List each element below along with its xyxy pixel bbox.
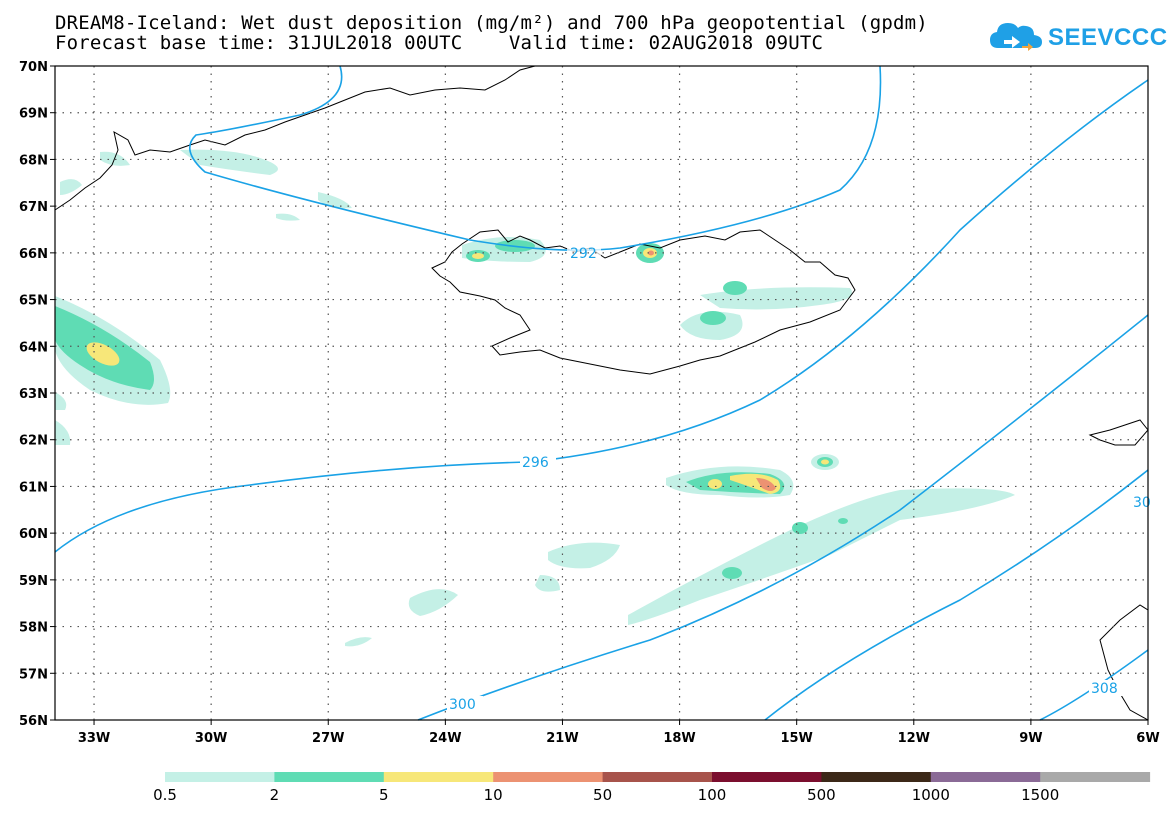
dust-area-iceland-south-core <box>700 311 726 325</box>
dust-area-iceland-east <box>700 287 852 310</box>
iceland-coast <box>431 229 856 375</box>
legend-swatch <box>930 772 1041 782</box>
contour-label-300: 300 <box>449 697 476 713</box>
legend-label: 500 <box>807 786 836 804</box>
contour-labels: 292 296 300 308 30 <box>447 245 1151 713</box>
dust-area-iceland-south <box>680 311 743 340</box>
dust-area-band-core1 <box>792 522 808 534</box>
legend-swatch <box>274 772 385 782</box>
map-frame <box>54 65 1149 721</box>
legend-label: 1500 <box>1021 786 1059 804</box>
legend-swatch <box>1040 772 1151 782</box>
tick-label-lat: 67N <box>19 200 48 215</box>
tick-label-lat: 65N <box>19 294 48 309</box>
legend-label: 50 <box>593 786 612 804</box>
contour-292 <box>188 65 882 252</box>
dust-area-strait <box>180 149 278 175</box>
tick-label-lon: 24W <box>429 731 461 746</box>
tick-label-lon: 18W <box>663 731 695 746</box>
tick-label-lon: 12W <box>898 731 930 746</box>
legend-swatch <box>493 772 604 782</box>
tick-label-lat: 69N <box>19 107 48 122</box>
legend-label: 1000 <box>912 786 950 804</box>
dust-area-south-west2 <box>345 637 372 647</box>
dust-area-south-west <box>408 589 458 616</box>
dust-area-south-small-yellow <box>708 479 722 489</box>
tick-label-lat: 63N <box>19 387 48 402</box>
legend-label: 5 <box>379 786 389 804</box>
legend-label: 0.5 <box>153 786 177 804</box>
tick-label-lon: 9W <box>1019 731 1042 746</box>
contour-300 <box>417 314 1149 721</box>
tick-label-lon: 15W <box>780 731 812 746</box>
tick-label-lat: 68N <box>19 153 48 168</box>
dust-area-iceland-n-top <box>648 250 654 256</box>
dust-area-greenland <box>60 151 130 195</box>
legend-swatch <box>821 772 932 782</box>
legend-swatch <box>602 772 713 782</box>
legend-label: 100 <box>698 786 727 804</box>
contour-inner <box>1039 649 1149 721</box>
tick-label-lat: 64N <box>19 340 48 355</box>
contour-label-296: 296 <box>522 455 549 471</box>
tick-label-lat: 61N <box>19 480 48 495</box>
tick-label-lat: 66N <box>19 247 48 262</box>
map-title: DREAM8-Iceland: Wet dust deposition (mg/… <box>55 12 928 34</box>
dust-area-iceland-east-core <box>723 281 747 295</box>
tick-label-lon: 21W <box>546 731 578 746</box>
tick-label-lat: 56N <box>19 714 48 729</box>
contour-label-308: 308 <box>1091 681 1118 697</box>
greenland-coast <box>54 65 536 211</box>
dust-area-south-main-orange <box>756 478 776 491</box>
contour-label-30: 30 <box>1133 495 1151 511</box>
legend-swatch <box>712 772 822 782</box>
color-legend: 0.5 2 5 10 50 100 500 1000 1500 <box>153 772 1151 804</box>
faroe-coast <box>1088 419 1149 446</box>
legend-swatch <box>383 772 494 782</box>
scotland-coast <box>1099 604 1149 721</box>
tick-label-lat: 58N <box>19 621 48 636</box>
tick-label-lon: 30W <box>195 731 227 746</box>
tick-label-lat: 62N <box>19 434 48 449</box>
tick-label-lon: 6W <box>1136 731 1159 746</box>
tick-label-lon: 27W <box>312 731 344 746</box>
tick-label-lon: 33W <box>78 731 110 746</box>
dust-area-small1 <box>276 192 352 221</box>
tick-label-lat: 57N <box>19 667 48 682</box>
cloud-icon <box>990 23 1042 51</box>
longitude-labels: 33W 30W 27W 24W 21W 18W 15W 12W 9W 6W <box>78 731 1160 746</box>
legend-label: 2 <box>270 786 280 804</box>
legend-swatch <box>165 772 275 782</box>
dust-area-west-small <box>55 392 71 445</box>
contour-label-292: 292 <box>570 246 597 262</box>
map-grid <box>50 65 1149 725</box>
tick-label-lat: 59N <box>19 574 48 589</box>
dust-area-band-core2 <box>722 567 742 579</box>
dust-area-iceland-nw-peak <box>472 253 484 259</box>
geopotential-contours <box>54 65 1149 721</box>
dust-area-band-core3 <box>838 518 848 524</box>
dust-deposition-layer <box>55 149 1015 647</box>
dust-area-band <box>628 488 1015 625</box>
dust-area-east-spot-peak <box>821 459 829 465</box>
tick-label-lat: 60N <box>19 527 48 542</box>
dust-area-mid <box>535 542 620 592</box>
dust-area-west-peak <box>86 342 120 366</box>
legend-label: 10 <box>484 786 503 804</box>
map-subtitle: Forecast base time: 31JUL2018 00UTC Vali… <box>55 32 824 54</box>
tick-label-lat: 70N <box>19 60 48 75</box>
contour-308 <box>764 469 1149 721</box>
logo-text: SEEVCCC <box>1048 24 1168 51</box>
seevccc-logo: SEEVCCC <box>988 18 1167 58</box>
latitude-labels: 70N 69N 68N 67N 66N 65N 64N 63N 62N 61N 60N 59N 58N 5… <box>19 60 48 729</box>
